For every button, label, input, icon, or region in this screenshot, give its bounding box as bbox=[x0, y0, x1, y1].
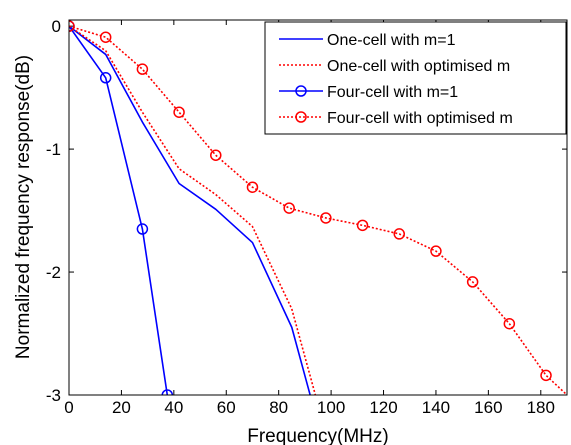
x-axis-label: Frequency(MHz) bbox=[247, 426, 388, 445]
x-tick-label: 60 bbox=[217, 398, 236, 417]
x-tick-label: 20 bbox=[112, 398, 131, 417]
x-tick-label: 100 bbox=[317, 398, 345, 417]
plot-frame bbox=[68, 19, 568, 396]
series-line-3 bbox=[69, 25, 169, 395]
data-point bbox=[503, 317, 516, 330]
x-tick-label: 140 bbox=[422, 398, 450, 417]
legend-label: Four-cell with optimised m bbox=[327, 110, 513, 127]
data-point bbox=[136, 223, 149, 235]
legend-box bbox=[264, 21, 567, 135]
data-point bbox=[136, 63, 149, 75]
data-point bbox=[210, 149, 222, 161]
x-tick-label: 0 bbox=[64, 398, 73, 417]
y-tick-label: 0 bbox=[52, 17, 61, 36]
y-tick-label: -1 bbox=[46, 140, 61, 159]
legend-marker bbox=[295, 111, 307, 123]
series-line-4 bbox=[69, 25, 567, 395]
data-point bbox=[161, 389, 174, 395]
x-tick-label: 160 bbox=[474, 398, 502, 417]
series-line-1 bbox=[69, 25, 311, 395]
y-tick-label: -2 bbox=[46, 263, 61, 282]
data-point bbox=[540, 369, 552, 382]
x-tick-label: 120 bbox=[369, 398, 397, 417]
legend: One-cell with m=1 One-cell with optimised… bbox=[264, 21, 567, 135]
x-tick-label: 80 bbox=[269, 398, 288, 417]
series-line-2 bbox=[69, 25, 317, 395]
data-point bbox=[99, 31, 112, 43]
legend-marker bbox=[295, 85, 307, 97]
data-point bbox=[69, 20, 75, 32]
series-lines bbox=[69, 20, 567, 395]
data-point bbox=[430, 245, 442, 257]
data-point bbox=[283, 202, 295, 214]
legend-label: Four-cell with m=1 bbox=[327, 84, 458, 101]
data-point bbox=[393, 228, 406, 240]
data-point bbox=[246, 181, 259, 193]
data-point bbox=[99, 72, 112, 84]
data-point bbox=[356, 219, 369, 232]
legend-label: One-cell with m=1 bbox=[327, 32, 456, 49]
data-point bbox=[173, 106, 185, 118]
axis-ticks: 0 20 40 60 80 100 120 140 160 180 0 -1 -2 -3 bbox=[46, 17, 567, 417]
y-axis-label: Normalized frequency response(dB) bbox=[13, 55, 34, 359]
data-point bbox=[320, 212, 332, 224]
legend-label: One-cell with optimised m bbox=[327, 58, 510, 75]
x-tick-label: 40 bbox=[164, 398, 183, 417]
data-point bbox=[466, 276, 479, 288]
x-tick-label: 180 bbox=[527, 398, 555, 417]
y-tick-label: -3 bbox=[46, 386, 61, 405]
